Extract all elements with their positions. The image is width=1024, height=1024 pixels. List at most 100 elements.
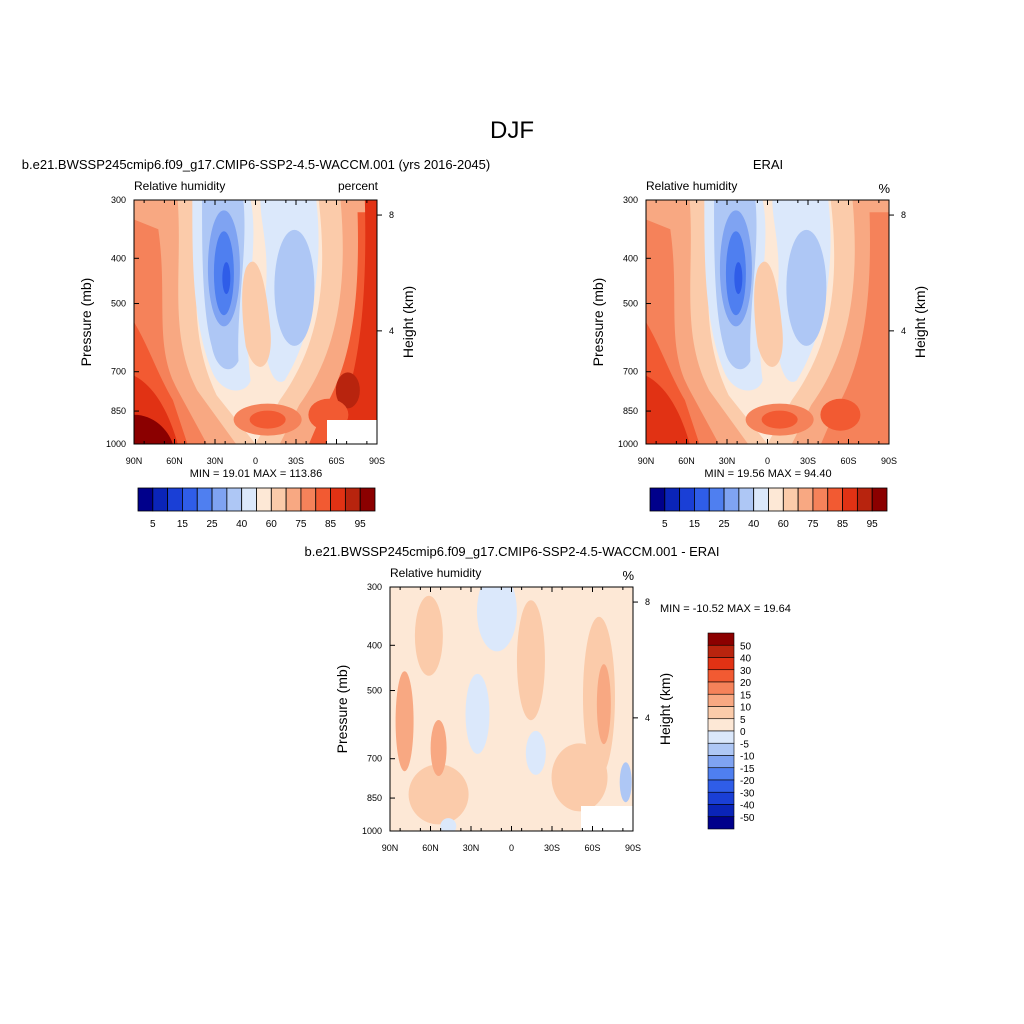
colorbar-swatch xyxy=(782,487,799,512)
x-tick-label: 60S xyxy=(584,843,600,853)
x-tick-label: 60S xyxy=(328,456,344,466)
axes: 90N 60N 30N 0 30S 60S 90S 300 400 500 700 850 1000 8 4 xyxy=(106,195,394,466)
colorbar-swatch xyxy=(679,487,695,512)
contour-region xyxy=(761,410,798,429)
colorbar-swatch xyxy=(330,487,346,512)
field-label: Relative humidity xyxy=(390,566,481,580)
colorbar-label: 25 xyxy=(207,519,219,530)
contour-region xyxy=(646,375,690,444)
x-tick-label: 90N xyxy=(126,456,143,466)
contour-region xyxy=(465,673,490,754)
y-axis-right-label: Height (km) xyxy=(657,673,673,745)
colorbar-swatch xyxy=(707,791,735,805)
colorbar-swatch xyxy=(707,804,735,818)
y-tick-label: 1000 xyxy=(618,439,638,449)
x-tick-label: 0 xyxy=(253,456,258,466)
y-tick-label: 400 xyxy=(367,640,382,650)
missing-region xyxy=(327,420,377,444)
x-tick-label: 60S xyxy=(840,456,856,466)
y-axis-right-label: Height (km) xyxy=(912,286,928,358)
colorbar-swatch xyxy=(707,693,735,707)
contour-region xyxy=(274,229,315,346)
colorbar-swatch xyxy=(707,681,735,695)
colorbar-swatch xyxy=(768,487,784,512)
contour-region xyxy=(754,261,783,367)
y-tick-label: 300 xyxy=(111,195,126,205)
panel-erai: ERAI Relative humidity % 90N 60N 30N 0 30S 60… xyxy=(590,157,928,530)
x-tick-label: 90S xyxy=(881,456,897,466)
colorbar-swatch xyxy=(842,487,858,512)
y-tick-label: 700 xyxy=(367,754,382,764)
y-tick-label: 850 xyxy=(623,406,638,416)
units-label: percent xyxy=(338,179,379,193)
units-label: % xyxy=(622,568,634,583)
colorbar-swatch xyxy=(211,487,228,512)
contour-region xyxy=(786,229,827,346)
colorbar-label: 40 xyxy=(748,519,760,530)
colorbar-label: -10 xyxy=(740,752,755,763)
colorbar-swatch xyxy=(707,706,735,720)
y-tick-label: 300 xyxy=(623,195,638,205)
contour-region xyxy=(820,398,861,431)
y-tick-label: 500 xyxy=(111,299,126,309)
y-tick-label: 300 xyxy=(367,582,382,592)
colorbar-label: 0 xyxy=(740,727,746,738)
colorbar-swatch xyxy=(707,657,735,671)
contour-region xyxy=(335,372,360,409)
x-tick-label: 90S xyxy=(625,843,641,853)
y-tick-label: 1000 xyxy=(362,826,382,836)
y-axis-label: Pressure (mb) xyxy=(334,665,350,754)
y-axis-label: Pressure (mb) xyxy=(78,278,94,367)
y-right-tick-label: 4 xyxy=(645,713,650,723)
x-tick-label: 30S xyxy=(544,843,560,853)
panel-difference: b.e21.BWSSP245cmip6.f09_g17.CMIP6-SSP2-4… xyxy=(305,544,791,853)
colorbar-swatch xyxy=(241,487,257,512)
colorbar-label: 75 xyxy=(295,519,307,530)
colorbar-swatch xyxy=(226,487,243,512)
x-tick-label: 90N xyxy=(382,843,399,853)
contour-region xyxy=(328,200,377,444)
colorbar-label: 5 xyxy=(740,715,746,726)
colorbar-swatch xyxy=(707,755,735,769)
colorbar-label: 15 xyxy=(177,519,189,530)
contour-region xyxy=(596,664,611,745)
min-max-stats: MIN = 19.56 MAX = 94.40 xyxy=(704,468,831,480)
colorbar: 5 15 25 40 60 75 85 95 xyxy=(137,487,376,530)
x-tick-label: 90N xyxy=(638,456,655,466)
colorbar-label: 10 xyxy=(740,703,752,714)
colorbar-swatch xyxy=(152,487,169,512)
contour-field xyxy=(134,200,377,444)
panel-title: b.e21.BWSSP245cmip6.f09_g17.CMIP6-SSP2-4… xyxy=(22,157,490,172)
colorbar-swatch xyxy=(707,632,735,646)
colorbar-swatch xyxy=(256,487,272,512)
colorbar-swatch xyxy=(707,816,735,830)
colorbar-label: -20 xyxy=(740,776,755,787)
x-tick-label: 60N xyxy=(678,456,695,466)
y-tick-label: 850 xyxy=(367,793,382,803)
y-right-tick-label: 8 xyxy=(645,597,650,607)
field-label: Relative humidity xyxy=(134,179,225,193)
colorbar-label: 95 xyxy=(355,519,367,530)
contour-region xyxy=(551,743,608,812)
colorbar-swatch xyxy=(797,487,814,512)
colorbar-label: 40 xyxy=(740,654,752,665)
colorbar-label: 85 xyxy=(837,519,849,530)
colorbar-label: 30 xyxy=(740,666,752,677)
colorbar-label: 20 xyxy=(740,678,752,689)
x-tick-label: 30S xyxy=(288,456,304,466)
y-tick-label: 400 xyxy=(111,253,126,263)
x-tick-label: 30N xyxy=(463,843,480,853)
colorbar-swatch xyxy=(359,487,376,512)
colorbar-swatch xyxy=(344,487,361,512)
colorbar-swatch xyxy=(649,487,666,512)
colorbar-label: 75 xyxy=(807,519,819,530)
contour-region xyxy=(734,262,743,295)
contour-region xyxy=(430,720,447,777)
contour-field xyxy=(646,200,889,444)
contour-region xyxy=(408,764,469,825)
colorbar-swatch xyxy=(707,742,735,756)
x-tick-label: 30N xyxy=(719,456,736,466)
y-tick-label: 1000 xyxy=(106,439,126,449)
y-axis-label: Pressure (mb) xyxy=(590,278,606,367)
